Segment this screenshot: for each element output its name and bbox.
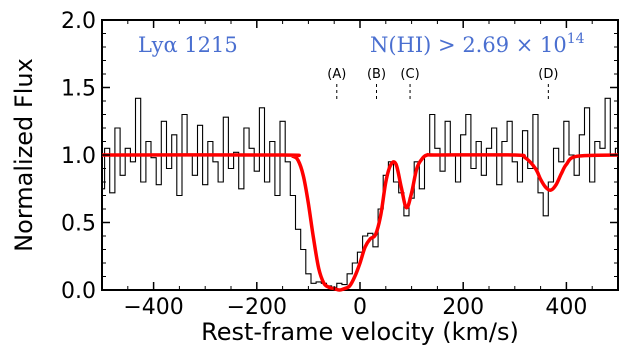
model-fit-line [101, 152, 619, 292]
component-label: (B) [367, 67, 386, 82]
component-label: (A) [327, 67, 346, 82]
x-tick-label: 0 [353, 295, 367, 320]
y-tick-label: 1.5 [61, 77, 96, 102]
x-tick-label: 200 [442, 295, 484, 320]
tick-label-layer: −400 −200 0 200 400 0.0 0.5 1.0 1.5 2.0 [61, 9, 587, 320]
line-name-annotation: Lyα 1215 [138, 33, 238, 57]
y-tick-label: 0.0 [61, 279, 96, 304]
component-layer: (A) (B) (C) (D) [327, 67, 558, 100]
component-label: (D) [538, 67, 558, 82]
y-tick-label: 2.0 [61, 9, 96, 34]
y-tick-label: 1.0 [61, 144, 96, 169]
column-density-exponent: 14 [567, 31, 585, 47]
x-tick-label: −200 [227, 295, 287, 320]
tick-layer [101, 19, 619, 291]
y-tick-label: 0.5 [61, 212, 96, 237]
y-axis-label: Normalized Flux [10, 58, 38, 252]
x-tick-label: 400 [545, 295, 587, 320]
column-density-text: N(HI) > 2.69 × 10 [370, 33, 567, 57]
x-axis-label: Rest-frame velocity (km/s) [201, 318, 519, 346]
column-density-annotation: N(HI) > 2.69 × 1014 [370, 31, 585, 57]
x-tick-label: −400 [123, 295, 183, 320]
data-series-steps [102, 97, 618, 288]
component-label: (C) [400, 67, 419, 82]
data-layer [101, 97, 619, 292]
